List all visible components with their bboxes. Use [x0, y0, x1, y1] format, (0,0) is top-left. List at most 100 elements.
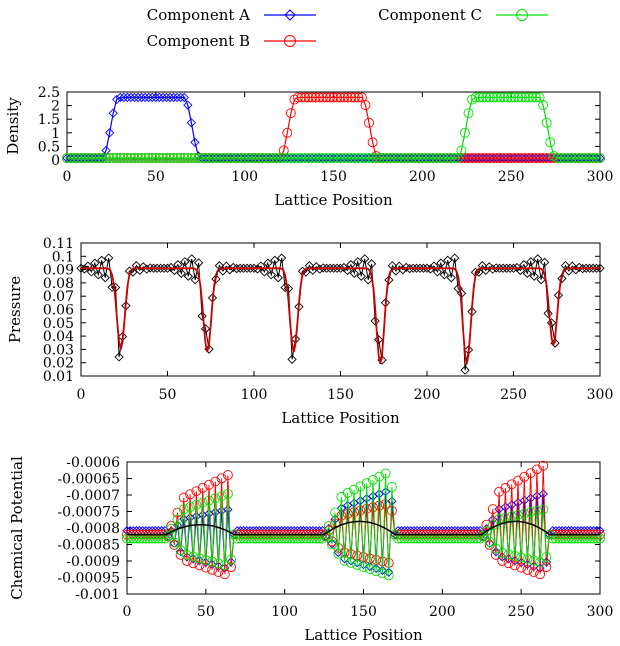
data-point	[327, 538, 337, 549]
data-point	[278, 153, 289, 164]
y-tick-label: -0.0007	[66, 488, 120, 504]
x-axis-label: Lattice Position	[281, 409, 400, 427]
y-tick-label: 0.02	[43, 356, 74, 372]
data-point	[190, 275, 200, 285]
data-point	[210, 476, 221, 487]
series-line	[80, 257, 600, 371]
data-point	[285, 153, 296, 164]
data-point	[90, 153, 101, 164]
data-point	[477, 92, 488, 103]
data-point	[214, 153, 225, 164]
data-point	[76, 263, 86, 273]
data-point	[541, 562, 552, 572]
y-axis-label: Density	[4, 97, 22, 155]
data-point	[429, 261, 439, 271]
data-point	[388, 153, 399, 164]
data-point	[335, 92, 346, 103]
data-point	[470, 153, 481, 164]
data-point	[353, 92, 364, 103]
data-point	[431, 153, 442, 164]
data-point	[538, 460, 549, 471]
data-point	[145, 263, 155, 273]
data-point	[516, 562, 527, 573]
data-point	[136, 153, 147, 164]
data-point	[508, 263, 519, 273]
data-point	[417, 153, 428, 164]
data-point	[119, 92, 129, 103]
data-point	[495, 153, 506, 164]
data-point	[531, 505, 542, 516]
data-point	[386, 481, 397, 492]
x-tick-label: 200	[414, 387, 441, 403]
data-point	[236, 153, 247, 164]
data-point	[528, 567, 539, 577]
data-point	[342, 153, 353, 164]
data-point	[443, 255, 453, 265]
data-point	[168, 153, 179, 164]
data-point	[516, 92, 527, 103]
data-point	[100, 273, 110, 283]
data-point	[442, 153, 453, 164]
data-point	[222, 470, 233, 481]
data-point	[581, 263, 591, 273]
data-point	[216, 491, 227, 502]
data-point	[140, 92, 150, 103]
data-point	[293, 92, 303, 103]
data-point	[527, 92, 538, 103]
data-point	[403, 153, 414, 164]
data-point	[229, 153, 239, 164]
data-point	[538, 504, 549, 515]
data-point	[513, 475, 523, 486]
y-tick-label: -0.00085	[57, 538, 120, 554]
data-point	[175, 547, 186, 557]
data-point	[584, 263, 595, 273]
data-point	[327, 539, 337, 550]
data-point	[166, 523, 177, 534]
data-point	[172, 92, 182, 103]
series-line	[67, 96, 600, 159]
data-point	[540, 257, 550, 267]
data-point	[72, 153, 83, 164]
data-point	[495, 263, 505, 273]
data-point	[349, 484, 359, 495]
series-pressure-average	[81, 267, 600, 365]
data-point	[155, 263, 166, 273]
data-point	[197, 497, 208, 508]
data-point	[245, 263, 256, 273]
data-point	[282, 127, 293, 138]
legend-entry-component-a: Component A	[147, 6, 316, 24]
y-tick-label: 0.1	[52, 249, 74, 265]
data-point	[194, 560, 205, 571]
data-point	[275, 153, 286, 164]
data-point	[165, 92, 175, 103]
data-point	[303, 92, 314, 103]
data-point	[520, 153, 531, 164]
data-point	[129, 92, 140, 103]
data-point	[154, 153, 165, 164]
data-point	[378, 153, 389, 164]
y-tick-label: 1.5	[38, 112, 60, 128]
data-point	[108, 108, 118, 118]
data-point	[584, 153, 595, 164]
legend-label-component-b: Component B	[147, 32, 250, 50]
data-point	[488, 92, 499, 103]
data-point	[559, 153, 570, 164]
data-point	[336, 510, 347, 521]
data-point	[353, 153, 364, 164]
x-tick-label: 100	[271, 604, 298, 620]
data-point	[97, 255, 107, 265]
data-point	[90, 258, 100, 268]
data-point	[207, 153, 218, 164]
data-point	[481, 519, 492, 530]
data-point	[126, 92, 136, 103]
data-point	[424, 153, 435, 164]
legend-entry-component-c: Component C	[378, 6, 548, 24]
data-point	[243, 153, 254, 164]
data-point	[523, 92, 534, 103]
data-point	[188, 551, 199, 562]
data-point	[118, 153, 129, 164]
data-point	[321, 92, 332, 103]
data-point	[307, 153, 318, 164]
data-point	[506, 511, 517, 522]
data-point	[257, 153, 268, 164]
